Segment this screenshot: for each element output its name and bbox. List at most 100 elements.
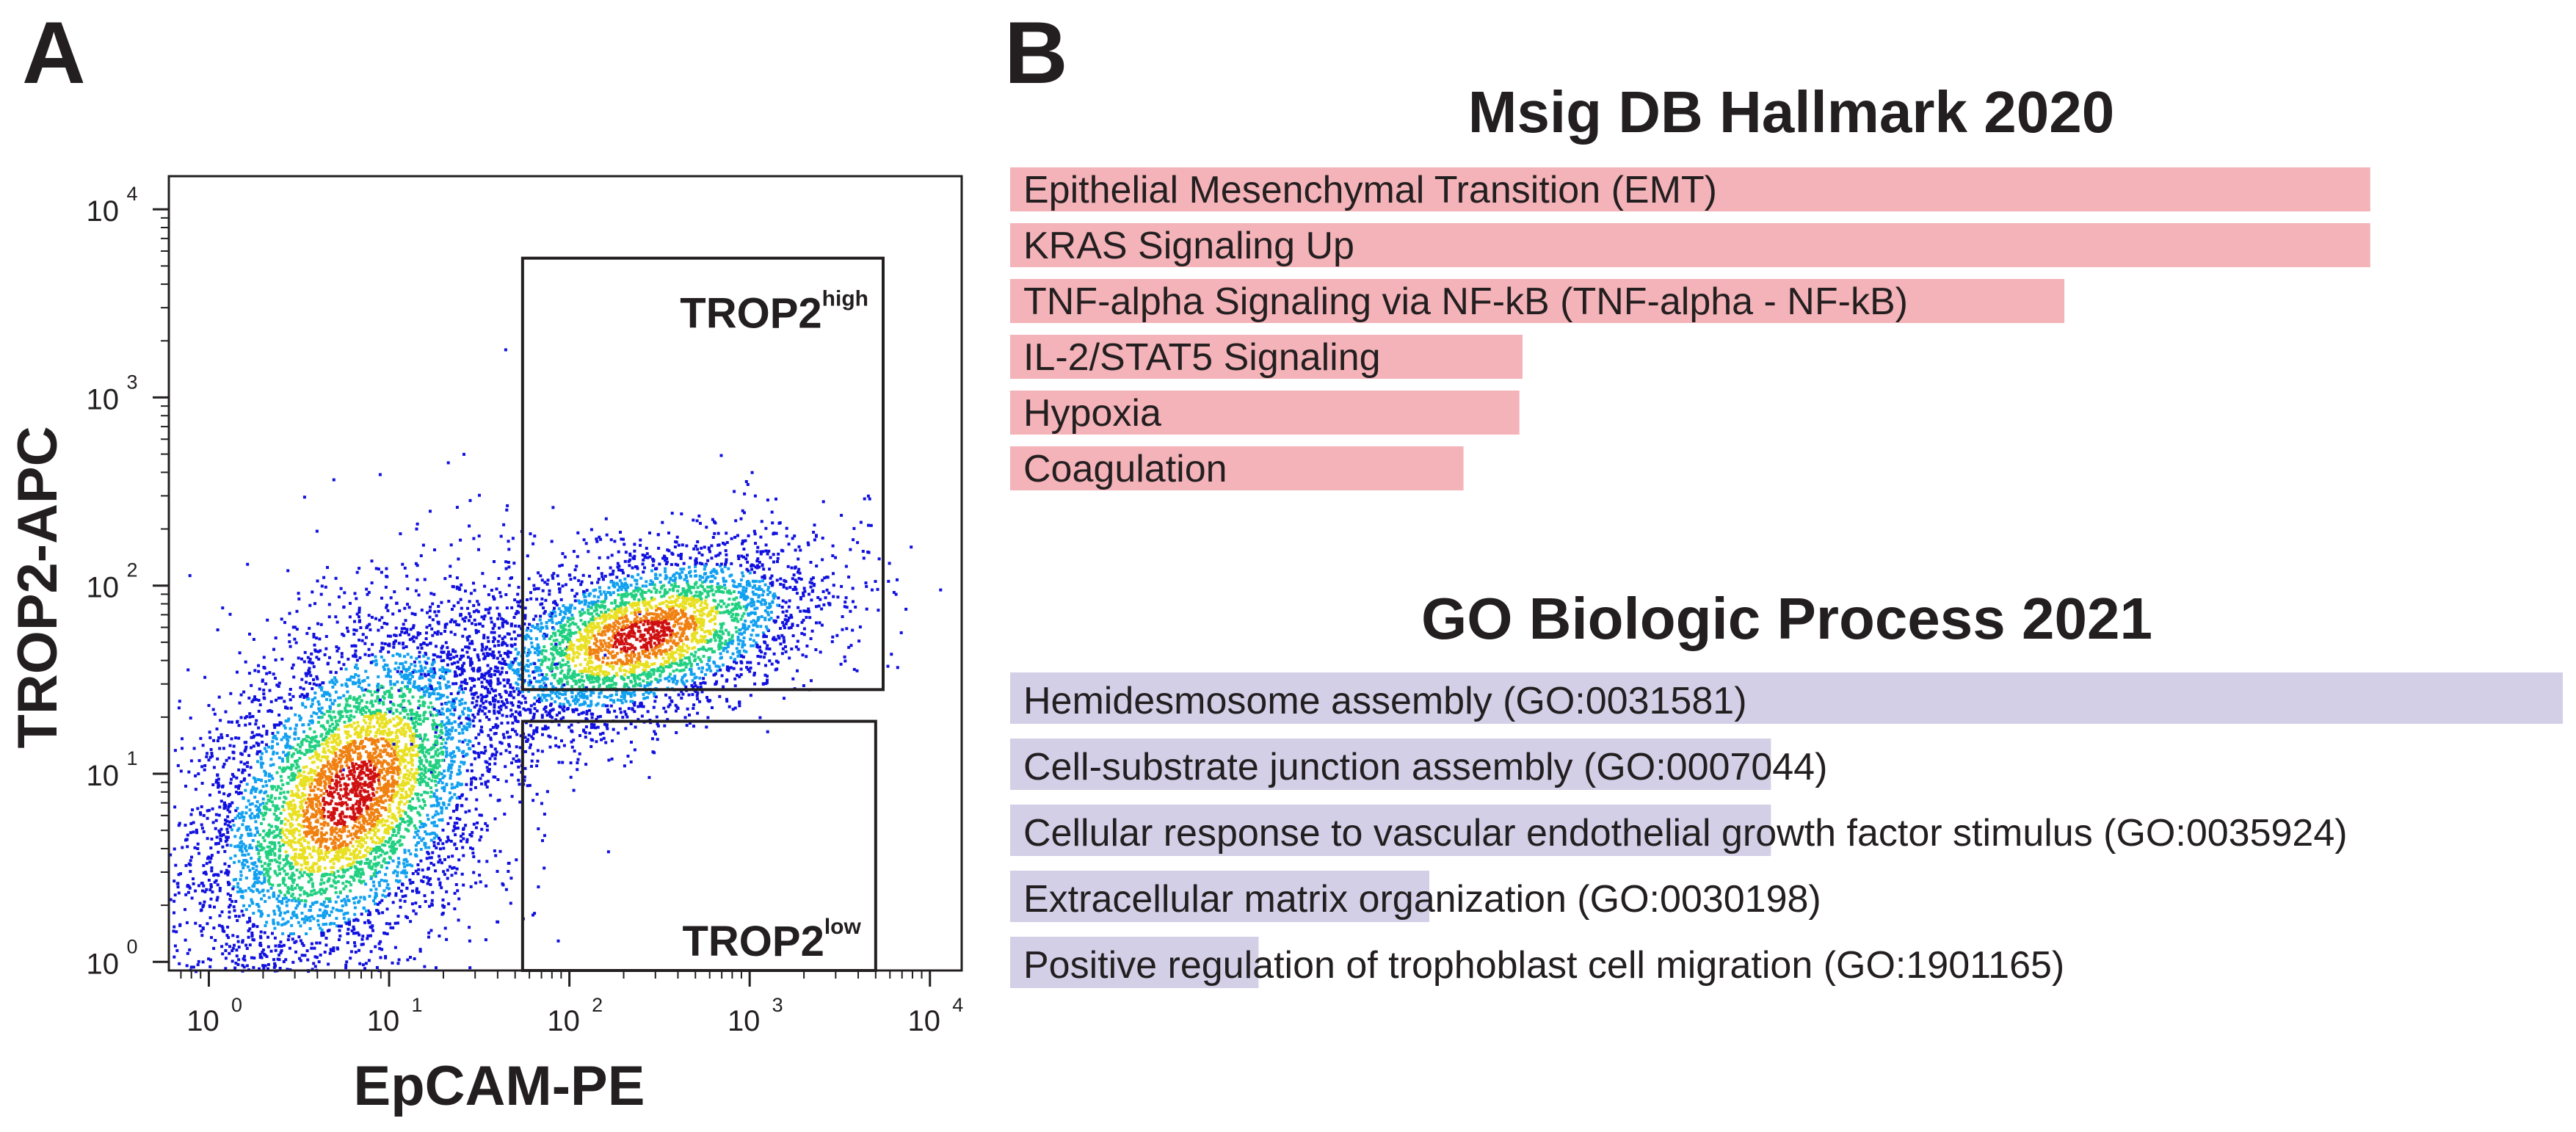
density-dot [432,863,435,867]
density-dot [548,714,552,718]
density-dot [691,619,694,623]
density-dot [372,884,376,888]
density-dot [323,751,327,754]
density-dot [705,663,709,666]
density-dot [633,693,636,697]
density-dot [462,712,465,716]
density-dot [305,834,308,838]
density-dot [285,737,289,741]
density-dot [303,850,306,854]
density-dot [516,719,520,723]
density-dot [300,751,303,755]
density-dot [407,679,411,683]
density-dot [529,629,533,633]
density-dot [524,750,527,753]
density-dot [399,835,403,838]
density-dot [363,896,366,899]
density-dot [305,816,309,819]
density-dot [620,568,623,572]
density-dot [509,708,513,712]
density-dot [476,695,480,699]
density-dot [701,585,705,589]
density-dot [354,835,358,838]
density-dot [642,664,646,668]
density-dot [572,739,576,742]
density-dot [551,673,554,677]
density-dot [388,803,391,807]
density-dot [750,644,753,647]
density-dot [424,771,427,774]
density-dot [572,550,576,554]
density-dot [391,845,395,849]
density-dot [358,962,362,965]
density-dot [310,942,313,946]
density-dot [375,716,379,719]
density-dot [384,585,388,589]
density-dot [739,628,742,631]
density-dot [443,630,446,633]
density-dot [692,646,696,649]
density-dot [706,585,710,589]
density-dot [587,704,590,708]
density-dot [241,890,244,894]
density-dot [377,912,381,915]
density-dot [290,807,294,810]
density-dot [750,563,754,567]
density-dot [591,625,595,629]
density-dot [852,526,856,530]
density-dot [638,678,642,681]
density-dot [399,843,402,847]
density-dot [471,642,474,645]
density-dots [169,348,943,973]
density-dot [279,911,283,915]
density-dot [366,592,369,596]
density-dot [533,696,537,700]
density-dot [636,567,639,570]
density-dot [299,838,302,841]
density-dot [759,552,763,556]
density-dot [280,657,284,661]
density-dot [222,762,226,766]
density-dot [690,596,694,600]
density-dot [382,879,386,882]
density-dot [720,585,724,589]
density-dot [529,597,533,601]
density-dot [544,685,548,689]
density-dot [357,705,360,708]
density-dot [280,821,283,825]
density-dot [620,537,623,541]
density-dot [421,669,424,672]
density-dot [438,686,442,690]
density-dot [200,805,203,808]
density-dot [407,774,411,777]
density-dot [335,620,339,624]
density-dot [679,555,683,558]
density-dot [537,673,541,677]
density-dot [367,591,371,594]
density-dot [629,760,633,763]
density-dot [714,672,717,675]
density-dot [344,966,348,970]
density-dot [218,747,222,750]
density-dot [685,724,689,728]
density-dot [886,664,890,668]
density-dot [335,917,338,920]
density-dot [422,773,426,777]
density-dot [577,713,581,716]
density-dot [700,647,703,650]
density-dot [414,562,418,565]
density-dot [601,678,605,681]
density-dot [683,683,686,686]
density-dot [635,615,639,619]
density-dot [590,670,593,673]
density-dot [278,854,282,857]
density-dot [507,540,510,543]
density-dot [346,807,349,810]
density-dot [339,817,343,821]
density-dot [322,933,325,937]
density-dot [733,684,737,688]
density-dot [242,904,246,907]
density-dot [452,604,456,608]
density-dot [366,689,370,693]
density-dot [626,659,630,662]
